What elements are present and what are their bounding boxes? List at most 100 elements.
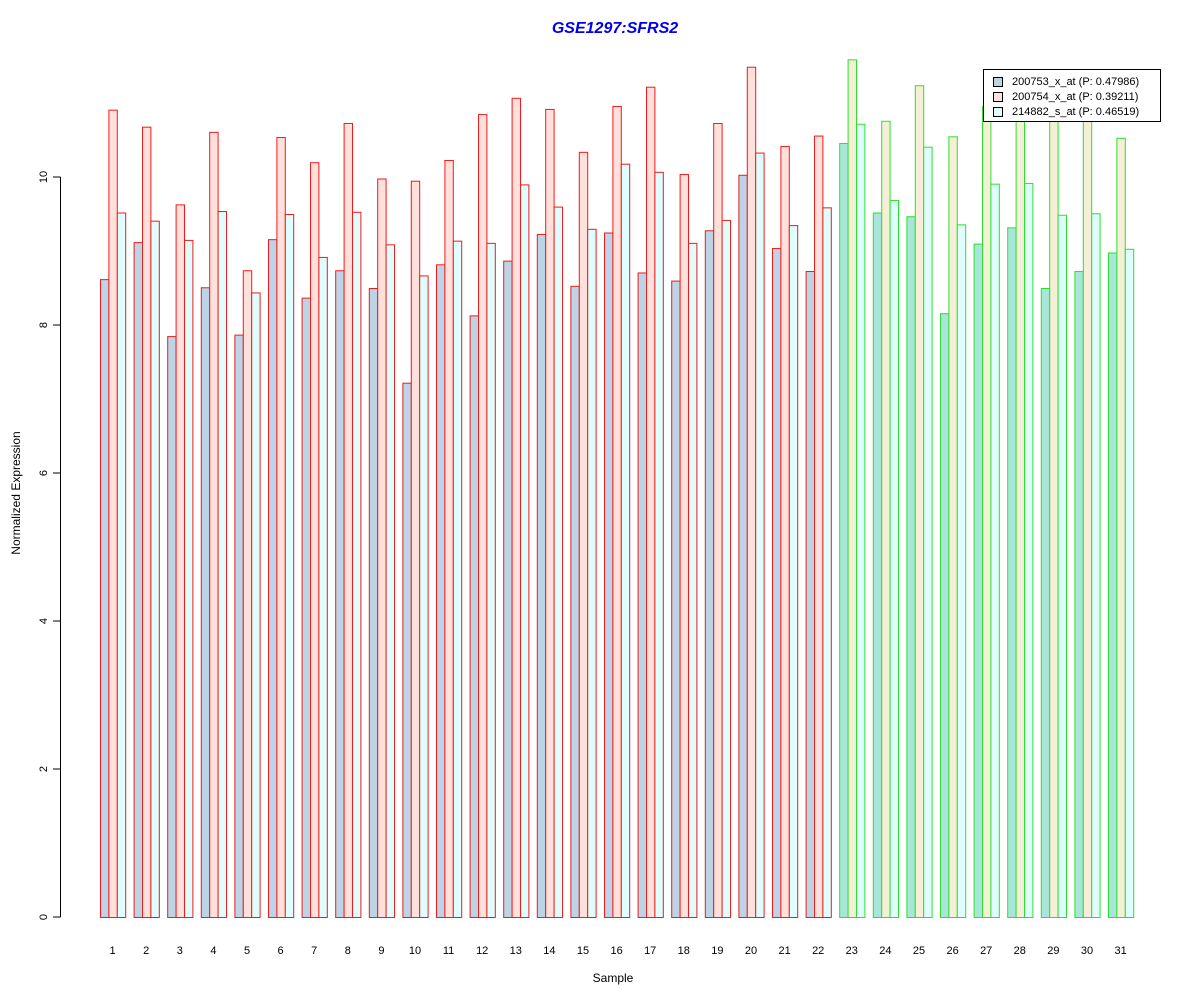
- bars-layer: [100, 59, 1135, 919]
- legend-label-probe-3: 214882_s_at (P: 0.46519): [1012, 105, 1140, 118]
- bar-sample-29-probe-1: [1040, 288, 1051, 918]
- bar-sample-18-probe-2: [679, 174, 689, 919]
- x-tick-label-3: 3: [177, 945, 183, 957]
- bar-sample-17-probe-2: [646, 86, 656, 919]
- bar-sample-31-probe-3: [1124, 248, 1135, 918]
- bar-sample-2-probe-3: [150, 220, 160, 919]
- x-tick-label-21: 21: [778, 945, 790, 957]
- x-tick-label-26: 26: [946, 945, 958, 957]
- y-tick-label-4: 4: [38, 618, 50, 624]
- legend-item-probe-2: 200754_x_at (P: 0.39211): [984, 89, 1160, 104]
- bar-sample-22-probe-1: [805, 270, 815, 919]
- legend-item-probe-1: 200753_x_at (P: 0.47986): [984, 74, 1160, 89]
- bar-sample-28-probe-2: [1015, 93, 1025, 918]
- bar-sample-13-probe-2: [511, 97, 521, 918]
- bar-sample-8-probe-1: [335, 270, 345, 918]
- bar-sample-5-probe-3: [251, 292, 261, 918]
- bar-sample-12-probe-2: [478, 114, 488, 919]
- legend-swatch-probe-2: [993, 91, 1003, 102]
- bar-sample-4-probe-3: [217, 211, 228, 919]
- x-tick-label-12: 12: [476, 945, 488, 957]
- bar-sample-5-probe-2: [242, 270, 253, 918]
- bar-sample-17-probe-3: [654, 171, 664, 918]
- bar-sample-8-probe-3: [352, 211, 362, 918]
- bar-sample-1-probe-1: [100, 279, 110, 918]
- bar-sample-26-probe-2: [948, 136, 958, 919]
- bar-sample-10-probe-2: [410, 180, 421, 918]
- bar-sample-16-probe-1: [604, 232, 614, 918]
- x-tick-label-28: 28: [1014, 945, 1026, 957]
- bar-sample-24-probe-1: [872, 212, 883, 918]
- bar-sample-13-probe-3: [520, 184, 530, 918]
- y-axis-label: Normalized Expression: [9, 431, 23, 555]
- x-tick-label-27: 27: [980, 945, 992, 957]
- bar-sample-11-probe-2: [444, 159, 454, 919]
- bar-sample-22-probe-3: [822, 207, 832, 918]
- bar-sample-1-probe-3: [116, 212, 127, 918]
- bar-sample-7-probe-1: [301, 297, 312, 918]
- x-tick-label-8: 8: [345, 945, 351, 957]
- bar-sample-19-probe-2: [713, 122, 723, 919]
- bar-sample-19-probe-1: [704, 230, 715, 918]
- y-tick-label-8: 8: [38, 322, 50, 328]
- bar-sample-27-probe-3: [990, 183, 1000, 919]
- bar-sample-23-probe-3: [856, 123, 866, 919]
- bar-sample-18-probe-3: [688, 242, 698, 919]
- bar-sample-30-probe-2: [1082, 94, 1093, 919]
- bar-sample-9-probe-1: [368, 288, 379, 918]
- x-tick-label-24: 24: [879, 945, 891, 957]
- bar-sample-7-probe-2: [310, 162, 320, 918]
- legend-item-probe-3: 214882_s_at (P: 0.46519): [984, 104, 1160, 119]
- bar-sample-23-probe-1: [839, 142, 849, 918]
- bar-sample-12-probe-1: [469, 315, 480, 918]
- x-tick-label-19: 19: [711, 945, 723, 957]
- legend-label-probe-1: 200753_x_at (P: 0.47986): [1012, 75, 1140, 88]
- bar-sample-27-probe-2: [982, 105, 992, 918]
- y-tick-label-0: 0: [38, 914, 50, 920]
- bar-sample-24-probe-3: [889, 199, 899, 918]
- x-tick-label-13: 13: [510, 945, 522, 957]
- x-tick-label-15: 15: [577, 945, 589, 957]
- bar-sample-19-probe-3: [721, 219, 731, 919]
- bar-sample-15-probe-2: [578, 151, 589, 918]
- bar-sample-9-probe-3: [385, 244, 396, 918]
- x-tick-label-14: 14: [543, 945, 555, 957]
- bar-sample-31-probe-1: [1108, 252, 1118, 919]
- x-tick-label-20: 20: [745, 945, 757, 957]
- legend: 200753_x_at (P: 0.47986) 200754_x_at (P:…: [983, 69, 1161, 122]
- x-tick-label-1: 1: [110, 945, 116, 957]
- bar-sample-6-probe-3: [284, 214, 295, 918]
- bar-sample-3-probe-1: [167, 336, 177, 919]
- x-tick-label-6: 6: [278, 945, 284, 957]
- legend-label-probe-2: 200754_x_at (P: 0.39211): [1012, 90, 1139, 103]
- bar-sample-28-probe-3: [1024, 182, 1034, 919]
- bar-sample-26-probe-1: [940, 313, 950, 919]
- bar-sample-12-probe-3: [486, 242, 496, 919]
- bar-sample-17-probe-1: [637, 272, 647, 918]
- y-axis: 0 2 4 6 8 10: [38, 171, 61, 920]
- bar-sample-2-probe-2: [142, 126, 152, 919]
- y-tick-label-6: 6: [38, 470, 50, 476]
- bar-sample-10-probe-1: [402, 382, 412, 919]
- x-tick-label-31: 31: [1114, 945, 1126, 957]
- bar-sample-16-probe-2: [612, 105, 622, 918]
- bar-sample-3-probe-3: [184, 239, 194, 918]
- bar-sample-29-probe-3: [1057, 214, 1067, 919]
- bar-sample-26-probe-3: [956, 224, 967, 919]
- bar-sample-31-probe-2: [1116, 137, 1126, 918]
- bar-sample-15-probe-3: [587, 228, 597, 919]
- bar-sample-27-probe-1: [973, 243, 983, 919]
- bar-sample-21-probe-3: [788, 225, 799, 919]
- bar-sample-13-probe-1: [503, 260, 513, 918]
- x-tick-label-18: 18: [678, 945, 690, 957]
- bar-sample-4-probe-1: [200, 287, 211, 918]
- x-tick-label-23: 23: [846, 945, 858, 957]
- bar-sample-22-probe-2: [814, 135, 824, 918]
- bar-sample-16-probe-3: [620, 163, 631, 918]
- bar-sample-30-probe-3: [1091, 213, 1101, 918]
- x-tick-label-10: 10: [409, 945, 421, 957]
- bar-sample-29-probe-2: [1049, 98, 1059, 918]
- bar-sample-6-probe-1: [268, 239, 278, 919]
- bar-sample-5-probe-1: [234, 334, 244, 918]
